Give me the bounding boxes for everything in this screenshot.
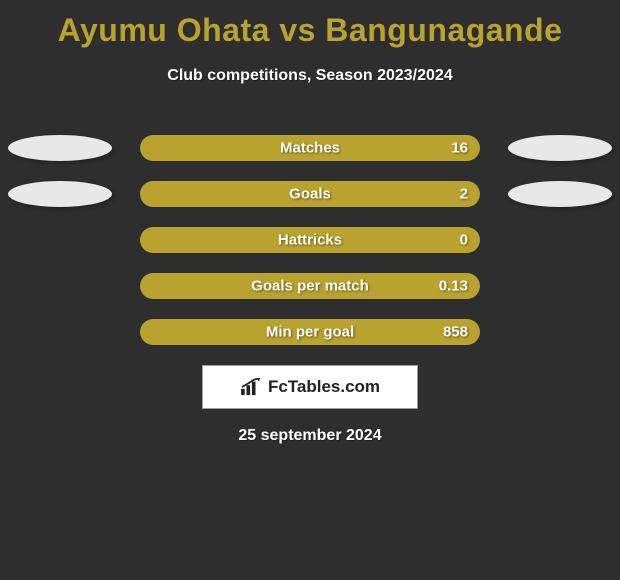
stat-label: Min per goal: [266, 324, 354, 341]
comparison-subtitle: Club competitions, Season 2023/2024: [0, 67, 620, 85]
stat-label: Hattricks: [278, 232, 342, 249]
stat-row: Matches 16: [0, 135, 620, 161]
player-avatar-right: [508, 181, 612, 207]
stat-bar-track: Min per goal 858: [140, 319, 480, 345]
player-avatar-left: [8, 181, 112, 207]
stat-bar-track: Goals 2: [140, 181, 480, 207]
stat-bar-track: Goals per match 0.13: [140, 273, 480, 299]
stat-value: 0: [460, 232, 468, 249]
stat-row: Hattricks 0: [0, 227, 620, 253]
comparison-card: Ayumu Ohata vs Bangunagande Club competi…: [0, 0, 620, 580]
stat-value: 2: [460, 186, 468, 203]
brand-text: FcTables.com: [268, 377, 380, 397]
stat-value: 0.13: [439, 278, 468, 295]
stat-value: 858: [443, 324, 468, 341]
stat-label: Goals: [289, 186, 331, 203]
stat-row: Min per goal 858: [0, 319, 620, 345]
stat-label: Goals per match: [251, 278, 369, 295]
stat-bar-track: Matches 16: [140, 135, 480, 161]
date-text: 25 september 2024: [0, 427, 620, 445]
player-avatar-right: [508, 135, 612, 161]
player-avatar-left: [8, 135, 112, 161]
brand-box[interactable]: FcTables.com: [202, 365, 418, 409]
chart-icon: [240, 378, 262, 396]
stats-area: Matches 16 Goals 2 Hattricks 0 Goals per match…: [0, 135, 620, 345]
stat-value: 16: [451, 140, 468, 157]
stat-label: Matches: [280, 140, 340, 157]
stat-row: Goals per match 0.13: [0, 273, 620, 299]
comparison-title: Ayumu Ohata vs Bangunagande: [0, 0, 620, 49]
stat-bar-track: Hattricks 0: [140, 227, 480, 253]
stat-row: Goals 2: [0, 181, 620, 207]
